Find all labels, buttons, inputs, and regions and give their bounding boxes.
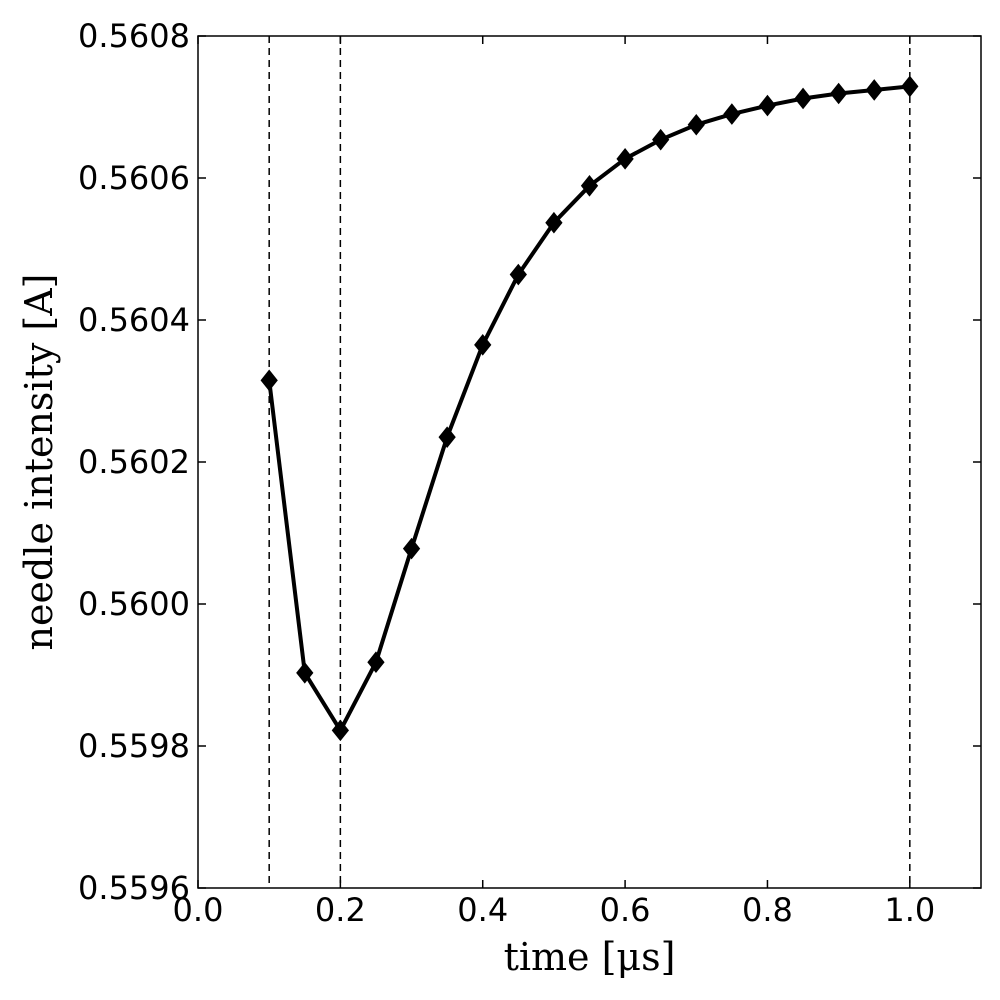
y-tick-label: 0.5606	[78, 159, 190, 197]
y-tick-label: 0.5602	[78, 443, 190, 481]
data-point-10	[616, 148, 634, 170]
x-tick-label: 0.8	[742, 891, 793, 929]
y-tick-label: 0.5598	[78, 727, 190, 765]
data-point-15	[794, 87, 812, 110]
data-point-16	[829, 82, 848, 105]
data-point-9	[580, 175, 599, 197]
data-point-14	[758, 94, 777, 117]
data-point-1	[296, 662, 314, 684]
x-tick-label: 0.4	[457, 891, 508, 929]
data-point-6	[474, 334, 492, 356]
x-axis-label: time [μs]	[504, 935, 676, 979]
y-tick-label: 0.5596	[78, 869, 190, 907]
y-tick-label: 0.5608	[78, 17, 190, 55]
data-point-13	[723, 103, 741, 125]
x-tick-label: 0.6	[600, 891, 651, 929]
series-layer	[260, 75, 919, 742]
data-point-7	[509, 263, 527, 286]
y-tick-label: 0.5604	[78, 301, 190, 339]
data-point-4	[402, 537, 421, 560]
reference-lines	[268, 36, 911, 888]
x-tick-label: 0.2	[315, 891, 366, 929]
axis-ticks	[197, 35, 981, 889]
x-tick-label: 1.0	[884, 891, 935, 929]
data-point-0	[260, 369, 278, 392]
plot-frame	[197, 35, 982, 889]
y-tick-label: 0.5600	[78, 585, 190, 623]
data-point-18	[901, 75, 919, 98]
data-point-5	[438, 426, 456, 448]
x-tick-label: 0.0	[173, 891, 224, 929]
data-point-8	[545, 211, 563, 234]
tick-labels: 0.0 0.2 0.4 0.6 0.8 1.0 0.5596 0.5598 0.5600 0.56…	[78, 17, 935, 929]
data-point-17	[865, 79, 883, 101]
data-point-2	[331, 719, 350, 742]
data-point-12	[687, 113, 705, 136]
y-axis-label: needle intensity [A]	[17, 274, 61, 651]
data-point-3	[367, 651, 385, 674]
data-point-11	[652, 128, 670, 151]
